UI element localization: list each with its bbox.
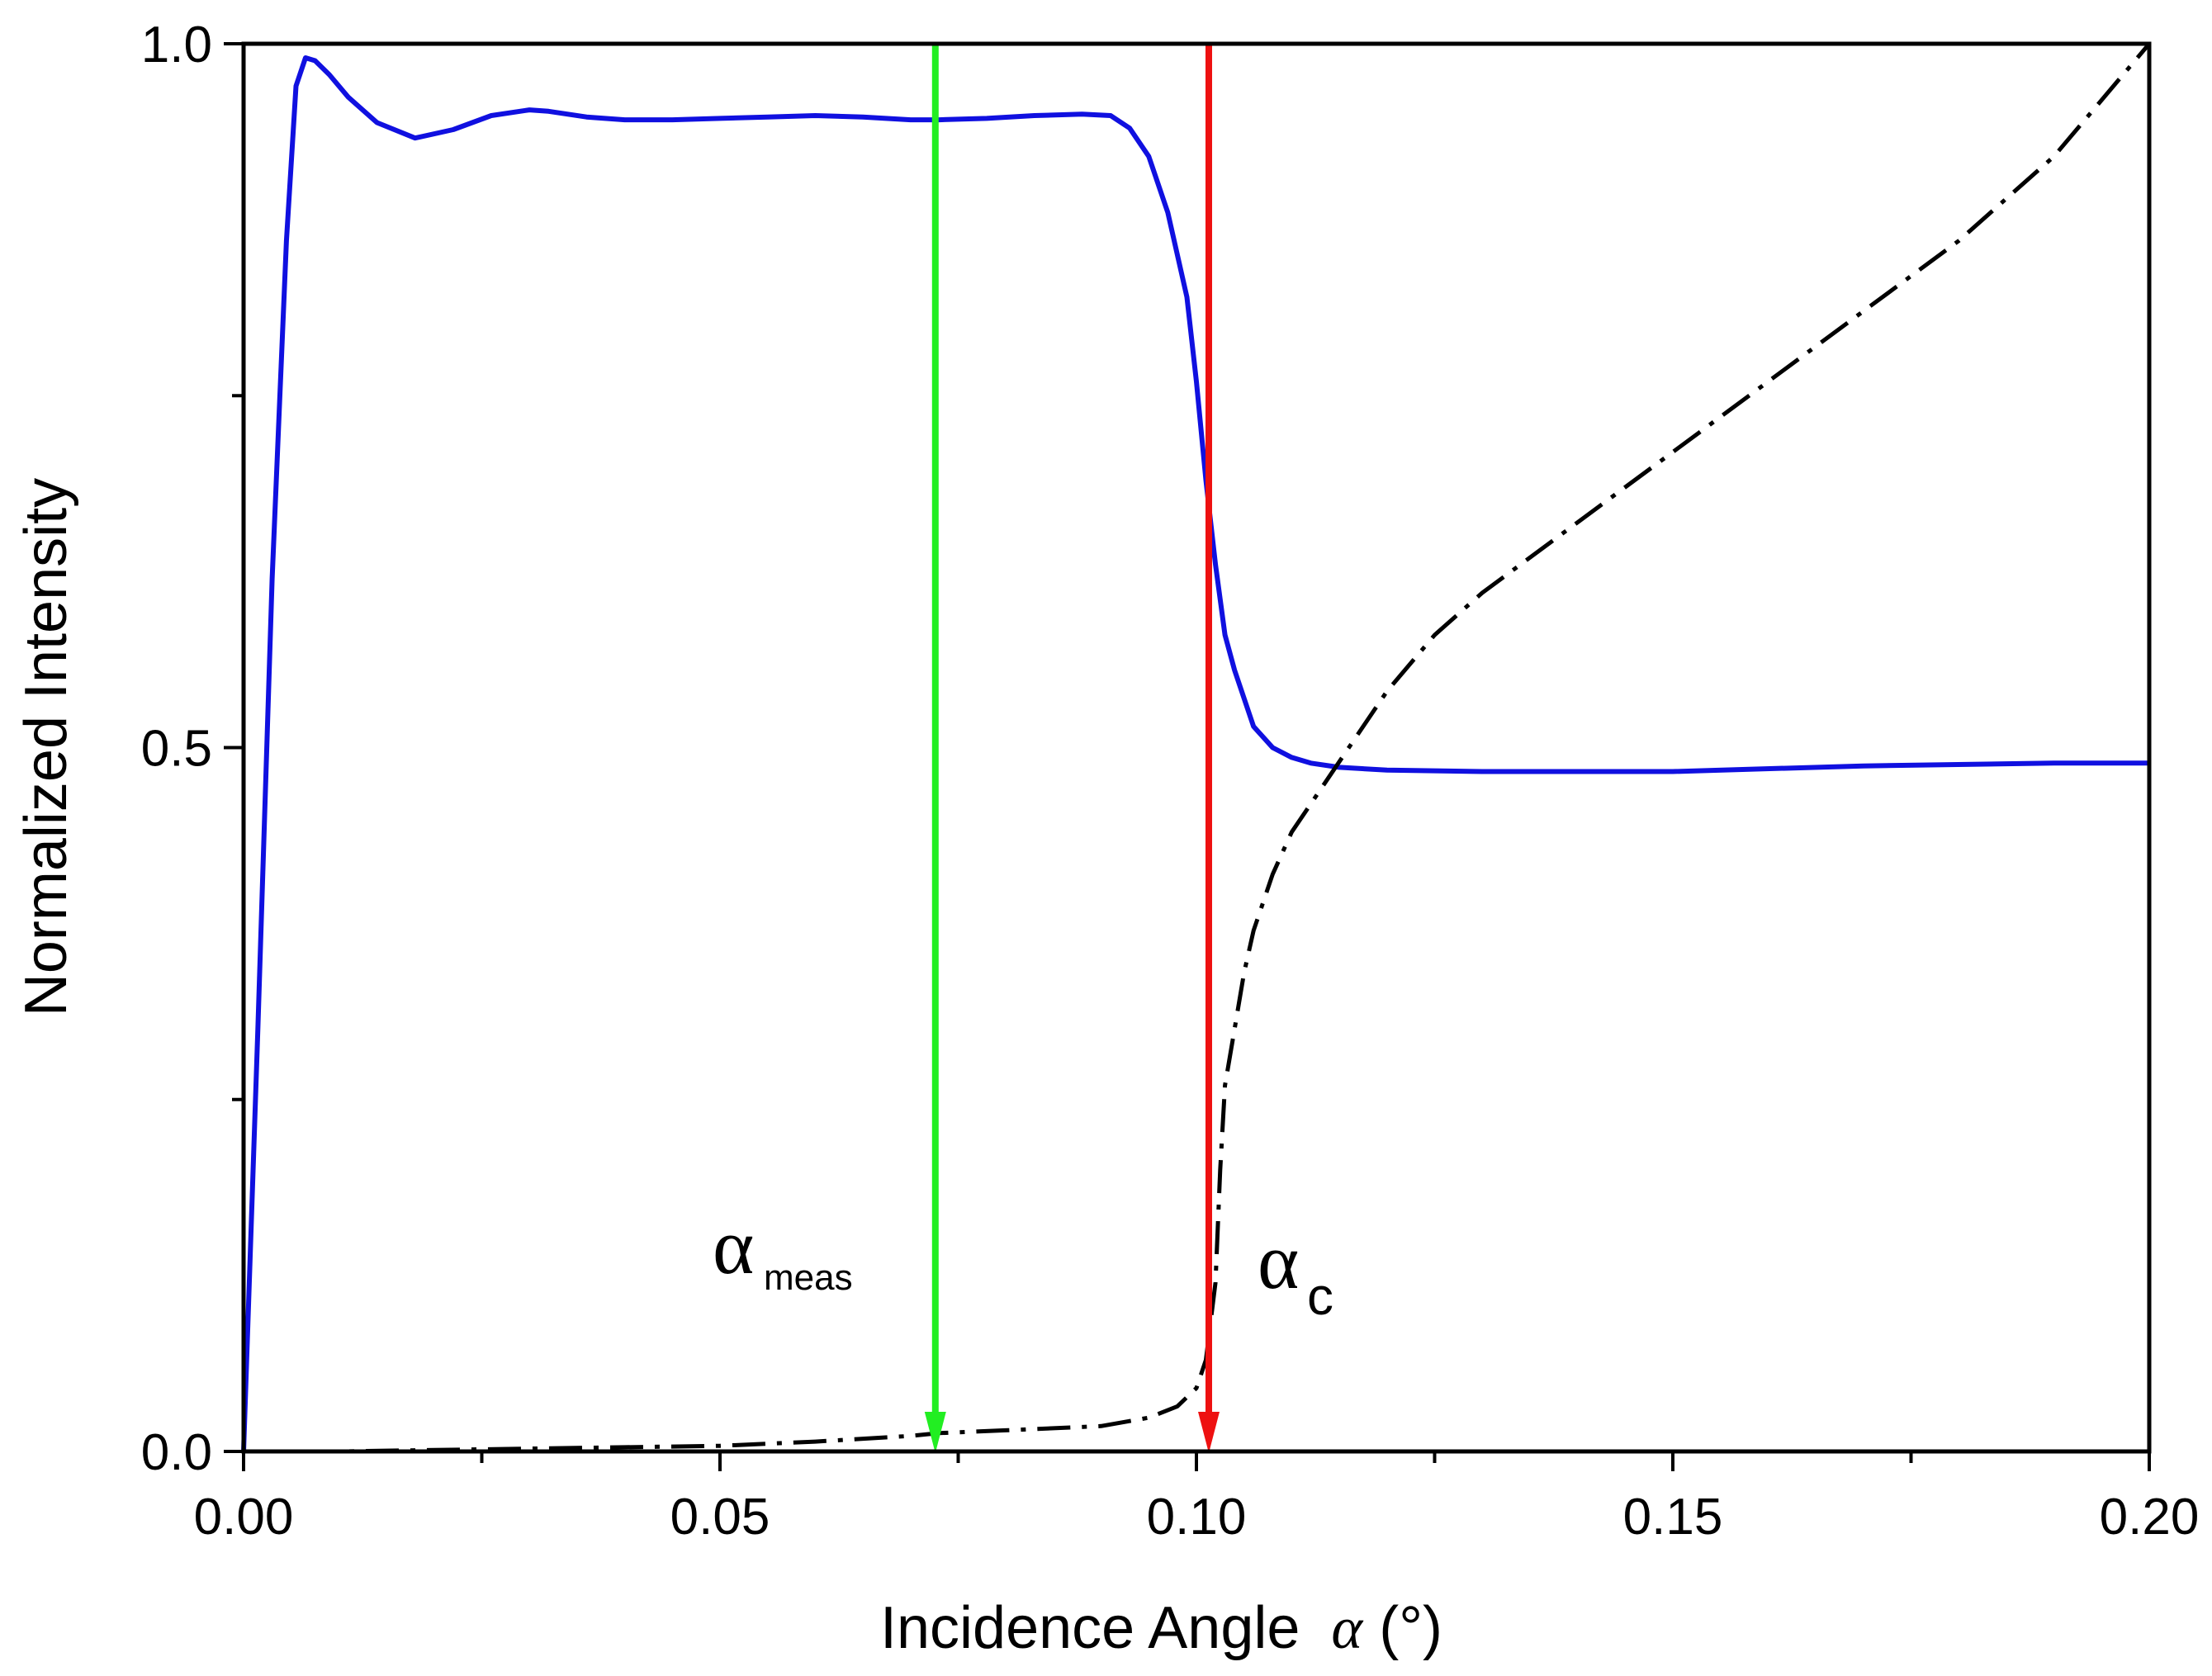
x-axis-title-symbol: α <box>1331 1595 1363 1661</box>
arrow-layer <box>924 44 1220 1453</box>
x-tick-label: 0.10 <box>1147 1489 1247 1546</box>
series-layer <box>241 42 2151 1454</box>
alpha-c-label: α <box>1258 1217 1299 1305</box>
alpha-c-subscript: c <box>1307 1266 1333 1326</box>
x-tick-label: 0.00 <box>194 1489 294 1546</box>
arrow-c-head <box>1198 1412 1220 1453</box>
arrow-meas-head <box>924 1412 946 1453</box>
series-transmission-line <box>244 42 2151 1454</box>
x-tick-label: 0.05 <box>670 1489 770 1546</box>
alpha-meas-subscript: meas <box>764 1257 853 1298</box>
series-reflectivity-line <box>241 55 2149 1452</box>
y-axis-title: Normalized Intensity <box>13 478 79 1016</box>
y-tick-label: 1.0 <box>141 17 212 73</box>
x-tick-label: 0.15 <box>1623 1489 1723 1546</box>
y-tick-layer: 0.0 0.5 1.0 <box>141 17 244 1481</box>
alpha-meas-label: α <box>713 1202 754 1290</box>
y-tick-label: 0.0 <box>141 1424 212 1481</box>
x-axis-title-unit: (°) <box>1379 1595 1442 1661</box>
x-tick-layer: 0.00 0.05 0.10 0.15 0.20 <box>194 1451 2200 1546</box>
x-axis-title: Incidence Angle α (°) <box>880 1595 1442 1661</box>
x-axis-title-text: Incidence Angle <box>880 1595 1300 1661</box>
x-tick-label: 0.20 <box>2100 1489 2200 1546</box>
y-tick-label: 0.5 <box>141 721 212 778</box>
